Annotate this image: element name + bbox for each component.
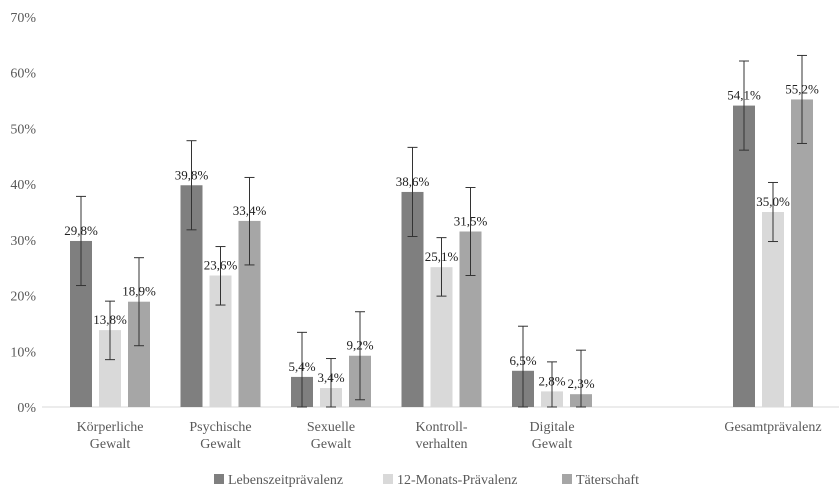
error-bars — [76, 54, 807, 408]
data-label: 23,6% — [204, 258, 238, 273]
data-label: 55,2% — [785, 81, 819, 96]
data-label: 18,9% — [122, 284, 156, 299]
y-tick-label: 60% — [10, 67, 36, 82]
data-label: 2,8% — [538, 373, 565, 388]
data-label: 5,4% — [288, 359, 315, 374]
y-tick-label: 40% — [10, 178, 36, 193]
data-label: 3,4% — [317, 370, 344, 385]
data-label: 38,6% — [396, 174, 430, 189]
bar — [128, 301, 150, 407]
y-tick-label: 30% — [10, 234, 36, 249]
data-label: 39,8% — [175, 167, 209, 182]
category-label: Körperliche Gewalt — [77, 420, 144, 452]
y-tick-label: 0% — [17, 401, 36, 416]
data-label: 2,3% — [567, 376, 594, 391]
bar — [70, 240, 92, 407]
legend-label: 12-Monats-Prävalenz — [397, 473, 518, 488]
legend-swatch — [214, 474, 224, 484]
bar — [459, 231, 482, 407]
data-labels: 29,8% 13,8% 18,9% 39,8% 23,6% 33,4% 5,4%3,4% 9,… — [64, 81, 819, 391]
bar — [791, 99, 813, 407]
bar — [733, 105, 755, 407]
legend-swatch — [562, 474, 572, 484]
y-tick-label: 70% — [10, 11, 36, 26]
data-label: 33,4% — [233, 203, 267, 218]
bars — [70, 99, 813, 407]
data-label: 9,2% — [346, 338, 373, 353]
bar — [99, 330, 121, 407]
bar — [180, 185, 203, 407]
bar — [209, 275, 232, 407]
data-label: 29,8% — [64, 223, 98, 238]
category-label: Digitale Gewalt — [529, 420, 574, 452]
legend-swatch — [383, 474, 393, 484]
data-label: 35,0% — [756, 194, 790, 209]
category-label: Kontroll-verhalten — [415, 420, 467, 452]
data-label: 6,5% — [509, 353, 536, 368]
y-tick-label: 50% — [10, 122, 36, 137]
y-tick-label: 20% — [10, 290, 36, 305]
category-label: Psychische Gewalt — [189, 420, 251, 452]
data-label: 25,1% — [425, 249, 459, 264]
x-axis-categories: Körperliche Gewalt Psychische Gewalt Sexuell… — [77, 420, 822, 452]
legend-label: Lebenszeitprävalenz — [228, 473, 343, 488]
legend-label: Täterschaft — [576, 473, 639, 488]
category-label: Sexuelle Gewalt — [307, 420, 355, 452]
y-tick-label: 10% — [10, 345, 36, 360]
bar — [762, 212, 784, 407]
data-label: 54,1% — [727, 88, 761, 103]
bar — [401, 191, 424, 407]
bar — [238, 220, 261, 407]
data-label: 13,8% — [93, 312, 127, 327]
bar — [430, 267, 453, 407]
legend: Lebenszeitprävalenz 12-Monats-Prävalenz Tä… — [214, 473, 639, 488]
category-label: Gesamtprävalenz — [724, 420, 821, 435]
data-label: 31,5% — [454, 214, 488, 229]
